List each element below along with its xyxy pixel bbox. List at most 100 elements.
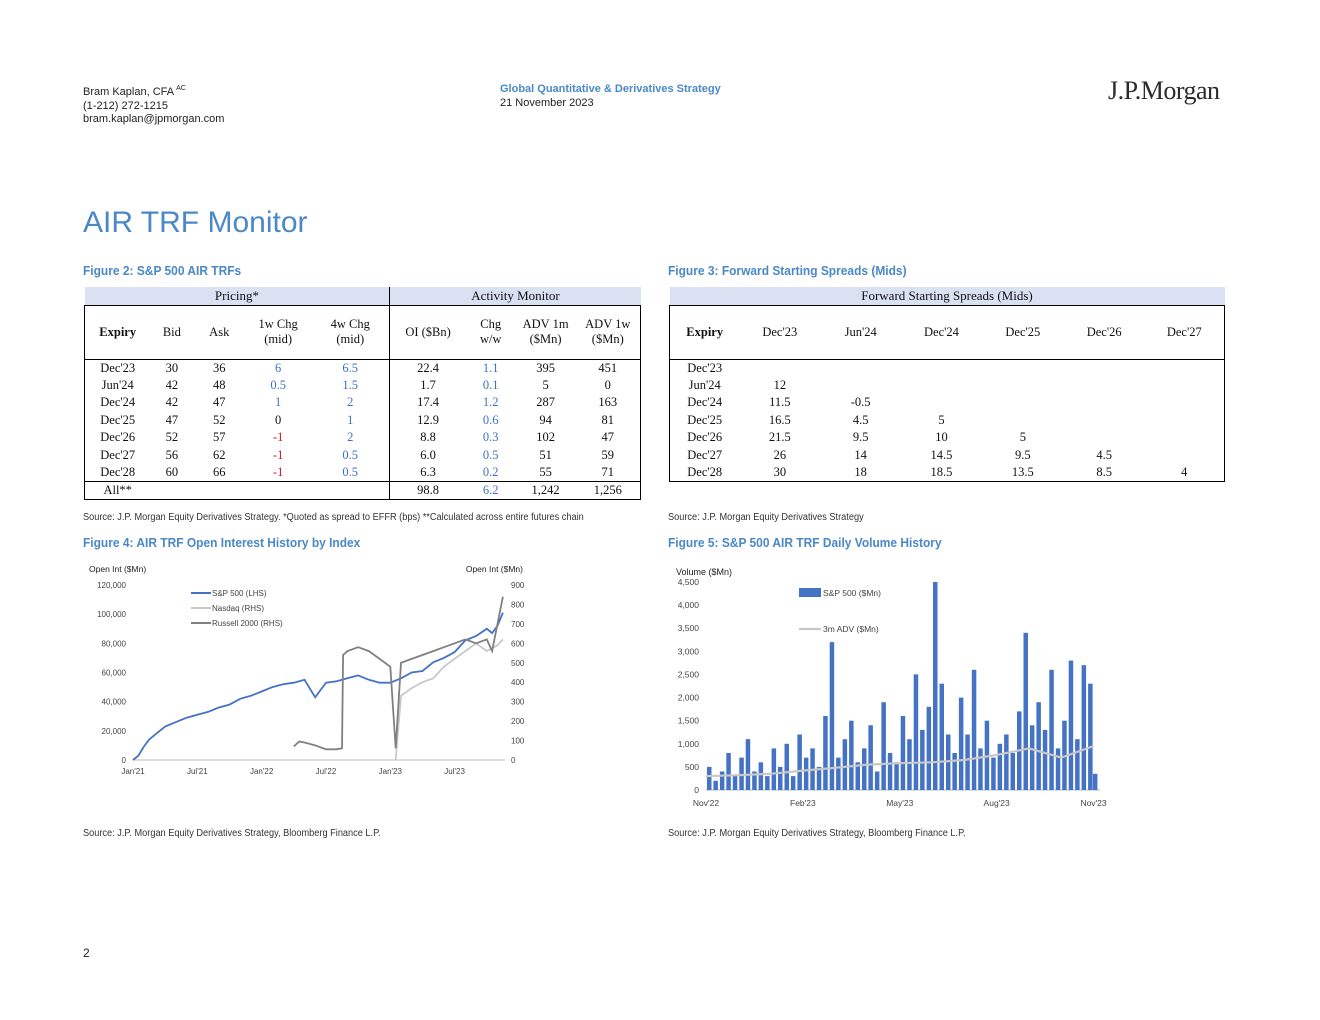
fig3-cell-expiry: Jun'24 — [669, 376, 740, 394]
author-email[interactable]: bram.kaplan@jpmorgan.com — [83, 113, 225, 125]
fig3-cell-value: 30 — [739, 464, 821, 482]
fig2-cell-chg1w: 6 — [275, 360, 282, 375]
fig3-cell-value — [1064, 359, 1145, 377]
author-name: Bram Kaplan, CFA — [83, 86, 175, 98]
fig5-bar — [1055, 748, 1061, 790]
fig5-bar — [1088, 683, 1093, 790]
fig3-col-header: Dec'23 — [739, 305, 821, 360]
fig5-bar — [958, 697, 964, 790]
fig5-bar — [758, 762, 764, 790]
fig4-ytick-right: 900 — [511, 581, 525, 590]
fig5-bar — [868, 725, 873, 790]
fig3-cell-value: 5 — [1019, 430, 1026, 445]
fig3-cell-value: 4 — [1144, 464, 1225, 482]
fig3-cell-value — [982, 377, 1064, 395]
fig4-ytick-left: 60,000 — [102, 669, 127, 678]
fig5-legend-label-bar: S&P 500 ($Mn) — [823, 588, 881, 598]
fig3-cell-value — [739, 359, 820, 377]
fig3-title: Figure 3: Forward Starting Spreads (Mids… — [668, 263, 907, 278]
fig5-bar — [739, 757, 744, 790]
fig2-cell-adv1w: 59 — [575, 446, 641, 464]
fig5-bar — [1075, 739, 1080, 790]
fig5-bar — [765, 776, 770, 790]
fig5-bar — [823, 716, 828, 790]
fig2-cell-adv1w: 0 — [575, 376, 641, 394]
fig2-cell-bid: 56 — [165, 447, 179, 462]
fig2-cell-chgww: 0.3 — [482, 430, 499, 445]
fig3-cell-value: 14.5 — [930, 447, 953, 462]
fig2-cell-adv1m: 395 — [536, 360, 555, 375]
fig3-cell-expiry: Dec'24 — [669, 394, 740, 412]
fig2-cell-adv1w: 47 — [575, 429, 641, 447]
fig5-bar — [829, 642, 835, 790]
fig5-bar — [894, 762, 899, 790]
fig3-cell-value: 4.5 — [1096, 447, 1112, 462]
fig2-cell-ask: 62 — [213, 447, 226, 462]
fig2-col-ask: Ask — [193, 305, 246, 360]
fig5-bar — [933, 582, 938, 790]
fig5-bar — [862, 748, 867, 790]
fig2-cell-oi: 6.3 — [420, 465, 436, 479]
fig4-ytick-right: 200 — [511, 717, 525, 726]
fig5-bar — [978, 748, 983, 790]
fig5-legend-swatch-bar — [799, 588, 821, 597]
fig3-col-header: Dec'27 — [1144, 305, 1225, 360]
fig5-bar — [771, 748, 777, 790]
fig3-cell-value: -0.5 — [850, 395, 871, 410]
fig5-bar — [965, 734, 970, 790]
fig5-ytick: 1,000 — [678, 739, 700, 749]
fig3-cell-expiry: Dec'23 — [669, 359, 740, 377]
fig2-cell-chgww: 0.5 — [482, 447, 499, 462]
fig5-bar — [926, 706, 932, 790]
fig3-col-header: Jun'24 — [820, 305, 902, 360]
fig5-adv-line — [705, 745, 1094, 778]
fig2-cell-ask: 66 — [213, 465, 226, 479]
fig2-cell-bid: 30 — [165, 360, 179, 375]
report-date: 21 November 2023 — [500, 97, 594, 109]
fig2-cell-adv1m: 94 — [539, 412, 552, 427]
fig3-cell-value: 4.5 — [852, 412, 869, 427]
fig5-ytick: 2,500 — [678, 669, 700, 679]
fig2-cell-oi: 1.7 — [420, 377, 436, 392]
fig3-cell-value — [1144, 411, 1225, 429]
fig4-legend-label: S&P 500 (LHS) — [212, 589, 267, 598]
fig2-col-adv1w: ADV 1w ($Mn) — [575, 305, 641, 360]
fig3-cell-value — [982, 394, 1064, 412]
fig2-band-activity: Activity Monitor — [389, 287, 641, 306]
fig5-bar — [713, 780, 718, 790]
fig2-cell-chgww: 1.2 — [482, 395, 499, 410]
fig3-cell-value — [982, 359, 1064, 377]
fig3-cell-value: 10 — [935, 430, 948, 445]
fig2-table-body: Dec'23 30 36 6 6.5 22.4 1.1 395 451 Jun'24 42 48 0.5… — [84, 359, 641, 482]
fig5-bar — [991, 757, 996, 790]
fig2-cell-adv1m: 102 — [536, 430, 555, 445]
fig5-ytick: 3,000 — [678, 646, 700, 656]
fig2-cell-adv1m: 55 — [539, 465, 552, 479]
fig2-cell-chg1w: -1 — [272, 430, 284, 445]
fig2-col-bid: Bid — [150, 305, 194, 360]
fig3-cell-value — [1064, 377, 1145, 395]
fig2-col-chg: Chg w/w — [465, 305, 516, 360]
fig4-series-line — [394, 638, 504, 761]
fig3-header-row: Expiry Dec'23 Jun'24 Dec'24 Dec'25 Dec'26 Dec… — [669, 305, 1225, 360]
fig5-bar — [900, 716, 906, 790]
fig4-ytick-left: 40,000 — [102, 698, 127, 707]
fig2-cell-bid: 42 — [165, 395, 179, 410]
fig5-bar — [842, 739, 848, 790]
fig2-row: Dec'28 60 66 -1 0.5 6.3 0.2 55 71 — [84, 464, 641, 482]
fig4-ytick-right: 300 — [511, 698, 525, 707]
page-number: 2 — [83, 946, 90, 960]
fig3-cell-value: 5 — [938, 412, 945, 427]
fig2-cell-ask: 48 — [213, 377, 226, 392]
fig4-ytick-right: 800 — [511, 600, 525, 609]
fig2-row: Dec'27 56 62 -1 0.5 6.0 0.5 51 59 — [84, 446, 641, 464]
fig4-ytick-right: 500 — [511, 659, 525, 668]
fig2-title: Figure 2: S&P 500 AIR TRFs — [83, 263, 242, 278]
fig3-cell-expiry: Dec'27 — [669, 446, 740, 464]
author-block: Bram Kaplan, CFA AC (1-212) 272-1215 bram… — [83, 82, 224, 127]
fig5-bar — [816, 766, 822, 790]
fig2-cell-bid: 47 — [165, 412, 179, 427]
fig3-cell-value — [1144, 394, 1225, 412]
fig2-col-adv1m: ADV 1m ($Mn) — [515, 305, 576, 360]
fig5-bar — [1042, 729, 1048, 790]
